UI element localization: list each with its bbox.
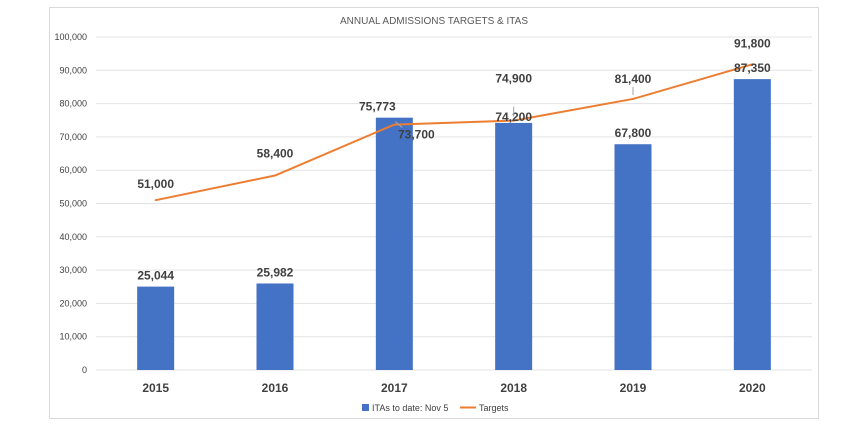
legend: ITAs to date: Nov 5 Targets bbox=[362, 403, 509, 413]
y-tick-label: 80,000 bbox=[59, 99, 87, 109]
y-tick-label: 0 bbox=[82, 365, 87, 375]
y-tick-label: 50,000 bbox=[59, 199, 87, 209]
bar bbox=[733, 79, 771, 370]
targets-line bbox=[155, 63, 753, 202]
x-tick-label: 2016 bbox=[262, 381, 289, 395]
legend-label-bar: ITAs to date: Nov 5 bbox=[372, 403, 448, 413]
bar-data-label: 74,200 bbox=[495, 110, 532, 124]
x-tick-label: 2017 bbox=[381, 381, 408, 395]
legend-label-line: Targets bbox=[479, 403, 509, 413]
line-data-label: 74,900 bbox=[495, 72, 532, 86]
line-point bbox=[154, 199, 157, 202]
x-tick-label: 2019 bbox=[620, 381, 647, 395]
bar-data-label: 67,800 bbox=[615, 126, 652, 140]
legend-swatch-bar bbox=[362, 404, 369, 411]
bar-data-label: 75,773 bbox=[359, 100, 396, 114]
y-tick-label: 70,000 bbox=[59, 132, 87, 142]
bar-data-label: 25,044 bbox=[137, 269, 174, 283]
y-tick-label: 60,000 bbox=[59, 165, 87, 175]
chart-frame bbox=[49, 7, 819, 419]
x-tick-label: 2015 bbox=[142, 381, 169, 395]
line-data-label: 73,700 bbox=[398, 128, 435, 142]
line-point bbox=[751, 63, 754, 66]
x-axis-ticks: 2015 2016 2017 2018 2019 2020 bbox=[142, 381, 766, 395]
bar-series bbox=[137, 79, 771, 371]
line-data-label: 81,400 bbox=[615, 72, 652, 86]
line-series bbox=[154, 63, 754, 202]
line-point bbox=[393, 123, 396, 126]
y-tick-label: 20,000 bbox=[59, 298, 87, 308]
line-point bbox=[512, 119, 515, 122]
leader-line bbox=[395, 121, 403, 128]
y-tick-label: 100,000 bbox=[54, 32, 87, 42]
line-data-label: 58,400 bbox=[257, 147, 294, 161]
bar bbox=[137, 286, 175, 370]
bar bbox=[375, 117, 413, 371]
y-axis-ticks: 0 10,000 20,000 30,000 40,000 50,000 60,000 70,… bbox=[54, 32, 87, 375]
chart-title: ANNUAL ADMISSIONS TARGETS & ITAS bbox=[340, 16, 528, 27]
y-tick-label: 40,000 bbox=[59, 232, 87, 242]
bar-data-label: 87,350 bbox=[734, 61, 771, 75]
bar-data-label: 25,982 bbox=[257, 265, 294, 279]
line-data-label: 91,800 bbox=[734, 36, 771, 50]
gridlines bbox=[96, 36, 812, 371]
x-tick-label: 2018 bbox=[500, 381, 527, 395]
bar bbox=[614, 144, 652, 370]
line-data-label: 51,000 bbox=[137, 177, 174, 191]
y-tick-label: 10,000 bbox=[59, 332, 87, 342]
line-point bbox=[274, 174, 276, 177]
line-point bbox=[632, 97, 634, 100]
y-tick-label: 30,000 bbox=[59, 265, 87, 275]
bar bbox=[256, 283, 294, 370]
bar bbox=[495, 122, 533, 370]
y-tick-label: 90,000 bbox=[59, 65, 87, 75]
data-labels: 25,044 25,982 75,773 74,200 67,800 87,350 51,0… bbox=[137, 36, 771, 282]
x-tick-label: 2020 bbox=[739, 381, 766, 395]
